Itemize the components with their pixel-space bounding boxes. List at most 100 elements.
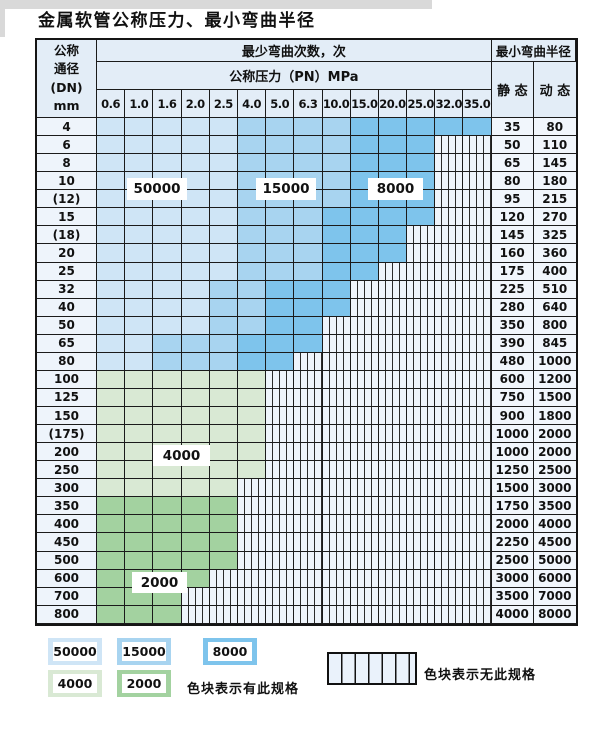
cell-rating-8000 [266, 298, 295, 317]
cell-unavailable [350, 569, 379, 588]
cell-rating-15000 [153, 352, 182, 371]
header-nominal-pressure: 公称压力（PN）MPa [97, 62, 492, 90]
cell-unavailable [435, 533, 464, 552]
cell-rating-50000 [97, 316, 126, 335]
cell-rating-4000 [125, 479, 154, 498]
cell-unavailable [407, 370, 436, 389]
cell-rating-4000 [181, 407, 210, 426]
table-row: 600 3000 6000 [37, 569, 576, 588]
cell-rating-50000 [97, 226, 126, 245]
cell-rating-15000 [322, 136, 351, 155]
cell-rating-2000 [97, 533, 126, 552]
cell-rating-50000 [181, 172, 210, 191]
cell-unavailable [322, 569, 351, 588]
cell-unavailable [266, 370, 295, 389]
cell-unavailable [266, 497, 295, 516]
cell-rating-8000 [237, 334, 267, 353]
cell-unavailable [463, 497, 492, 516]
cell-unavailable [435, 388, 464, 407]
cell-rating-50000 [97, 190, 126, 209]
cell-unavailable [463, 479, 492, 498]
cell-unavailable [435, 352, 464, 371]
cell-unavailable [266, 569, 295, 588]
table-row: 400 2000 4000 [37, 515, 576, 534]
dynamic-radius-cell: 1800 [533, 407, 576, 426]
cell-unavailable [407, 461, 436, 480]
cell-rating-50000 [97, 352, 126, 371]
cell-unavailable [407, 316, 436, 335]
cell-rating-15000 [294, 136, 323, 155]
cell-rating-8000 [266, 352, 295, 371]
dynamic-radius-cell: 8000 [533, 605, 576, 624]
cell-unavailable [463, 190, 492, 209]
pn-column-header: 10.0 [322, 90, 351, 118]
corner-header-line: (DN) [50, 79, 83, 95]
cell-rating-8000 [237, 352, 267, 371]
static-radius-cell: 2250 [491, 533, 534, 552]
cell-unavailable [350, 334, 379, 353]
static-radius-cell: 1000 [491, 425, 534, 444]
dynamic-radius-cell: 145 [533, 154, 576, 173]
pn-column-header: 35.0 [463, 90, 492, 118]
dn-cell: 8 [37, 154, 97, 173]
cell-rating-50000 [125, 244, 154, 263]
cell-rating-8000 [350, 244, 379, 263]
cell-rating-50000 [181, 226, 210, 245]
cell-rating-8000 [378, 244, 408, 263]
cell-rating-50000 [125, 316, 154, 335]
dn-cell: (175) [37, 425, 97, 444]
cell-unavailable [266, 461, 295, 480]
cell-rating-50000 [125, 298, 154, 317]
cell-unavailable [266, 533, 295, 552]
cell-rating-2000 [209, 515, 238, 534]
cell-rating-4000 [181, 479, 210, 498]
cell-rating-2000 [125, 533, 154, 552]
static-radius-cell: 3000 [491, 569, 534, 588]
legend-swatch-50000: 50000 [48, 638, 102, 665]
cell-rating-50000 [181, 208, 210, 227]
static-radius-cell: 1250 [491, 461, 534, 480]
cell-unavailable [266, 587, 295, 606]
cell-unavailable [435, 425, 464, 444]
corner-header-dn: 公称 通径 (DN) mm [37, 40, 97, 118]
cell-rating-50000 [181, 262, 210, 281]
cell-rating-2000 [181, 569, 210, 588]
cell-unavailable [266, 551, 295, 570]
cell-unavailable [378, 443, 408, 462]
cell-unavailable [435, 587, 464, 606]
cell-rating-50000 [209, 136, 238, 155]
cell-unavailable [435, 190, 464, 209]
dn-cell: 125 [37, 388, 97, 407]
table-row: 250 1250 2500 [37, 461, 576, 480]
dn-cell: (18) [37, 226, 97, 245]
cell-unavailable [350, 497, 379, 516]
table-row: 50 350 800 [37, 316, 576, 335]
cell-rating-8000 [350, 226, 379, 245]
cell-unavailable [294, 443, 323, 462]
cell-unavailable [463, 244, 492, 263]
cell-rating-8000 [294, 334, 323, 353]
cell-unavailable [378, 551, 408, 570]
cell-rating-8000 [407, 136, 436, 155]
cell-unavailable [350, 425, 379, 444]
cell-unavailable [378, 407, 408, 426]
cell-rating-4000 [181, 388, 210, 407]
cell-unavailable [463, 388, 492, 407]
cell-unavailable [435, 334, 464, 353]
cell-rating-15000 [322, 172, 351, 191]
dn-cell: (12) [37, 190, 97, 209]
static-radius-cell: 80 [491, 172, 534, 191]
cell-rating-8000 [322, 244, 351, 263]
cell-unavailable [407, 425, 436, 444]
cell-unavailable [435, 569, 464, 588]
cell-rating-15000 [237, 226, 267, 245]
cell-rating-50000 [181, 280, 210, 299]
cell-unavailable [407, 533, 436, 552]
cell-unavailable [294, 352, 323, 371]
cell-rating-15000 [209, 298, 238, 317]
cell-unavailable [350, 443, 379, 462]
legend-swatch-label: 4000 [53, 674, 97, 693]
dn-cell: 4 [37, 118, 97, 137]
cell-unavailable [266, 425, 295, 444]
cell-rating-2000 [97, 497, 126, 516]
